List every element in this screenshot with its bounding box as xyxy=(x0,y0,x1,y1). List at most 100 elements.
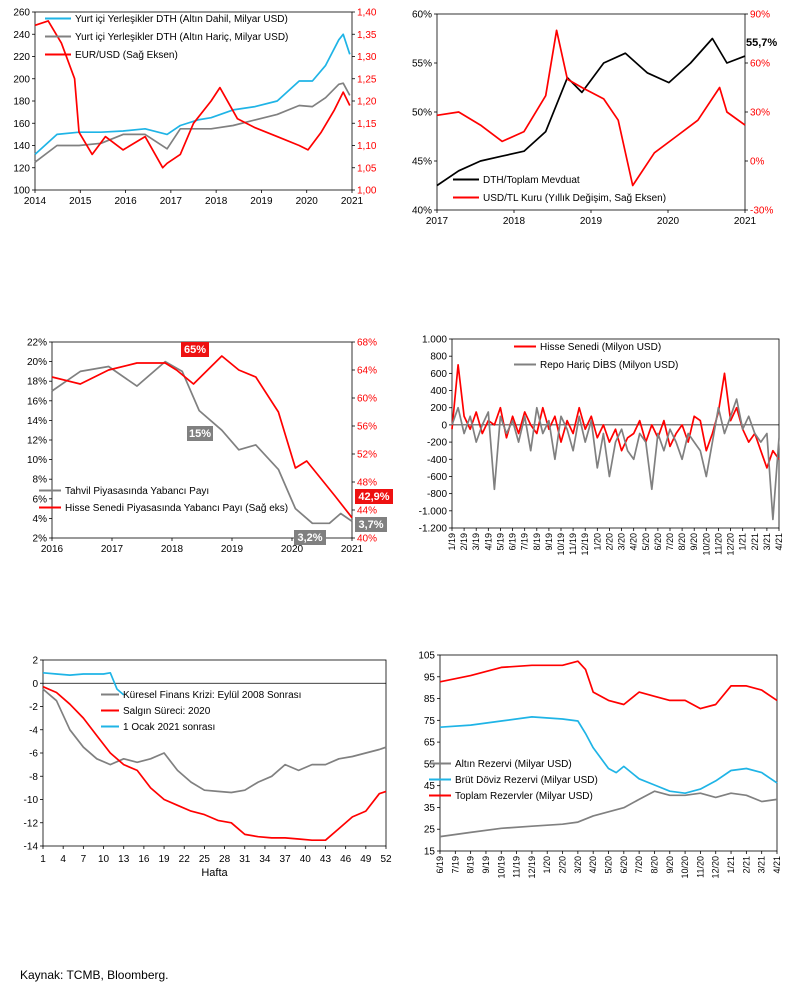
c6-legend-label: Toplam Rezervler (Milyar USD) xyxy=(455,791,593,802)
c6-ytick-left-label: 55 xyxy=(424,759,436,770)
c1-ytick-left-label: 160 xyxy=(13,119,30,130)
c6-ytick-left-label: 85 xyxy=(424,694,436,705)
c4-xtick-label: 3/19 xyxy=(471,533,481,551)
c1-xtick-label: 2020 xyxy=(296,196,319,207)
c4-xtick-label: 1/21 xyxy=(738,533,748,551)
c4-xtick-label: 3/21 xyxy=(762,533,772,551)
c4-ytick-left-label: 1.000 xyxy=(422,335,447,346)
c5-series-line-0 xyxy=(42,688,387,794)
c3-series-line-0 xyxy=(51,360,353,525)
c1-xtick-label: 2015 xyxy=(69,196,92,207)
c1-ytick-right-label: 1,35 xyxy=(357,30,377,41)
c5-xtick-label: 37 xyxy=(280,854,292,865)
c5-xtick-label: 49 xyxy=(360,854,372,865)
c5-xtick-label: 31 xyxy=(239,854,251,865)
c5-ytick-left-label: 0 xyxy=(32,679,38,690)
c5-xaxis-title: Hafta xyxy=(201,867,228,879)
c6-series-line-2 xyxy=(439,660,778,710)
c5-series-line-1 xyxy=(42,685,387,842)
c3-xtick-label: 2021 xyxy=(341,544,364,555)
c4-xtick-label: 6/20 xyxy=(653,533,663,551)
c5-ytick-left-label: -4 xyxy=(29,725,38,736)
c2-ytick-right-label: 60% xyxy=(750,59,770,70)
c4-ytick-left-label: -200 xyxy=(427,438,447,449)
c1-ytick-left-label: 240 xyxy=(13,30,30,41)
c3-badge-bond-end-bg xyxy=(355,517,387,532)
c3-xtick-label: 2019 xyxy=(221,544,244,555)
c4-xtick-label: 9/20 xyxy=(689,533,699,551)
c6-xtick-label: 1/20 xyxy=(542,856,552,874)
c4-ytick-left-label: 600 xyxy=(430,369,447,380)
c6-xtick-label: 4/21 xyxy=(772,856,782,874)
c2-xtick-label: 2020 xyxy=(657,216,680,227)
c3-xtick-label: 2016 xyxy=(41,544,64,555)
c6-xtick-label: 10/19 xyxy=(496,856,506,879)
c4-xtick-label: 5/20 xyxy=(641,533,651,551)
c6-xtick-label: 8/20 xyxy=(649,856,659,874)
c4-xtick-label: 2/20 xyxy=(604,533,614,551)
c6-ytick-left-label: 35 xyxy=(424,803,436,814)
c4-xtick-label: 4/21 xyxy=(774,533,784,551)
c3-ytick-right-label: 40% xyxy=(357,534,377,545)
c1-xtick-label: 2017 xyxy=(160,196,183,207)
c4-xtick-label: 12/20 xyxy=(726,533,736,556)
c5-xtick-label: 1 xyxy=(40,854,46,865)
c2-ytick-left-label: 50% xyxy=(412,108,432,119)
c2-legend-label: USD/TL Kuru (Yıllık Değişim, Sağ Eksen) xyxy=(483,193,666,204)
c6-ytick-left-label: 105 xyxy=(418,651,435,662)
c6-xtick-label: 5/20 xyxy=(604,856,614,874)
c3-badge-bond-mid-bg xyxy=(187,426,213,441)
c4-xtick-label: 2/21 xyxy=(750,533,760,551)
c6-xtick-label: 12/20 xyxy=(711,856,721,879)
c5-legend-label: Küresel Finans Krizi: Eylül 2008 Sonrası xyxy=(123,690,301,701)
c1-ytick-left-label: 120 xyxy=(13,163,30,174)
c3-ytick-left-label: 4% xyxy=(33,514,48,525)
c1-ytick-right-label: 1,40 xyxy=(357,8,377,19)
c4-ytick-left-label: -800 xyxy=(427,489,447,500)
c3-badge-peak-bg xyxy=(181,342,209,357)
c1-ytick-left-label: 200 xyxy=(13,74,30,85)
c2-ytick-right-label: 0% xyxy=(750,157,765,168)
c4-xtick-label: 1/19 xyxy=(447,533,457,551)
c4-xtick-label: 12/19 xyxy=(580,533,590,556)
source-note: Kaynak: TCMB, Bloomberg. xyxy=(20,968,169,982)
c4-ytick-left-label: -600 xyxy=(427,472,447,483)
c3-ytick-right-label: 56% xyxy=(357,422,377,433)
c3-badge-bond-low: 3,2% xyxy=(297,532,322,544)
c6-xtick-label: 4/20 xyxy=(588,856,598,874)
c4-legend-label: Hisse Senedi (Milyon USD) xyxy=(540,342,661,353)
c3-ytick-left-label: 20% xyxy=(27,357,47,368)
c5-xtick-label: 13 xyxy=(118,854,130,865)
c1-legend-label: Yurt içi Yerleşikler DTH (Altın Hariç, M… xyxy=(75,32,288,43)
c3-ytick-right-label: 52% xyxy=(357,450,377,461)
c5-ytick-left-label: -10 xyxy=(24,795,39,806)
c5-ytick-left-label: -2 xyxy=(29,702,38,713)
c5-legend-label: 1 Ocak 2021 sonrası xyxy=(123,722,215,733)
c6-xtick-label: 9/19 xyxy=(481,856,491,874)
c1-legend-label: EUR/USD (Sağ Eksen) xyxy=(75,50,178,61)
c1-ytick-right-label: 1,20 xyxy=(357,97,377,108)
c5-xtick-label: 34 xyxy=(259,854,271,865)
c4-xtick-label: 6/19 xyxy=(508,533,518,551)
c6-xtick-label: 9/20 xyxy=(665,856,675,874)
c4-ytick-left-label: 200 xyxy=(430,403,447,414)
c5-xtick-label: 43 xyxy=(320,854,332,865)
c4-xtick-label: 7/20 xyxy=(665,533,675,551)
c4-xtick-label: 9/19 xyxy=(544,533,554,551)
c4-plot-frame xyxy=(451,338,780,529)
c6-ytick-left-label: 25 xyxy=(424,825,436,836)
c4-xtick-label: 4/19 xyxy=(483,533,493,551)
c6-series-line-0 xyxy=(439,790,778,838)
c3-ytick-left-label: 6% xyxy=(33,494,48,505)
c5-ytick-left-label: -14 xyxy=(24,842,39,853)
c4-xtick-label: 5/19 xyxy=(495,533,505,551)
c2-xtick-label: 2019 xyxy=(580,216,603,227)
c4-ytick-left-label: 400 xyxy=(430,386,447,397)
c6-xtick-label: 11/19 xyxy=(512,856,522,878)
c2-ytick-left-label: 45% xyxy=(412,157,432,168)
c4-xtick-label: 7/19 xyxy=(520,533,530,551)
c2-ytick-right-label: 30% xyxy=(750,108,770,119)
c5-series-line-2 xyxy=(42,671,125,696)
c5-xtick-label: 16 xyxy=(138,854,150,865)
c3-ytick-right-label: 48% xyxy=(357,478,377,489)
